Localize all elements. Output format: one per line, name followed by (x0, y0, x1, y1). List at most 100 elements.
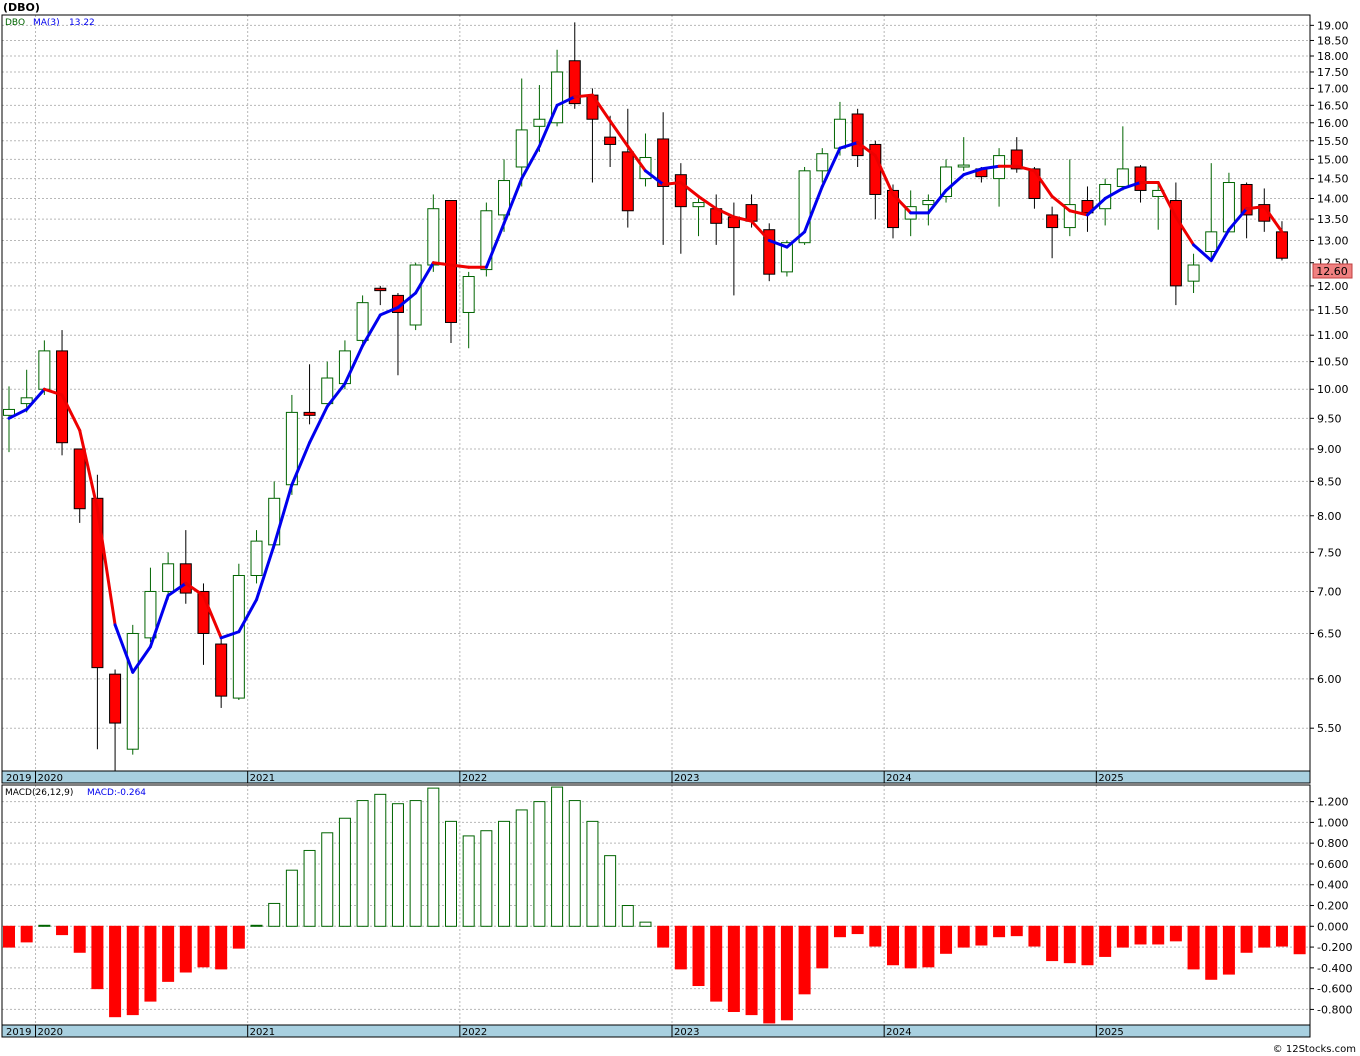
macd-bar (232, 925, 245, 949)
ma3-segment (1103, 186, 1125, 200)
ma3-segment (502, 177, 524, 225)
macd-bar (975, 925, 988, 946)
candle-body (1116, 168, 1129, 187)
macd-bar (38, 924, 51, 927)
price-tick-label: 11.50 (1317, 304, 1349, 317)
ma3-segment (520, 144, 541, 181)
macd-bar (1275, 925, 1288, 947)
ma3-segment (803, 184, 824, 234)
candle-body (1046, 214, 1059, 229)
ma3-segment (962, 167, 983, 177)
macd-bar (674, 925, 687, 970)
ma3-segment (873, 154, 895, 196)
candle (73, 448, 86, 523)
macd-bar (391, 803, 404, 927)
macd-bar (498, 820, 511, 927)
ma3-segment (555, 95, 577, 107)
price-tick-label: 13.50 (1317, 213, 1349, 226)
candle-body (91, 497, 104, 669)
macd-bar (904, 925, 917, 969)
candle-body (780, 242, 793, 273)
candle-body (427, 208, 440, 266)
macd-bar (73, 925, 86, 953)
candle (215, 637, 228, 708)
candle-body (551, 71, 564, 124)
price-year-label: 2022 (462, 773, 487, 784)
price-tick-label: 5.50 (1317, 722, 1342, 735)
candle (515, 78, 528, 187)
candle-body (922, 200, 935, 206)
macd-bar (1028, 925, 1041, 947)
macd-bar (303, 849, 316, 927)
candle-body (533, 118, 546, 127)
macd-bar (639, 921, 652, 927)
macd-year-label: 2021 (250, 1027, 275, 1038)
macd-bar (1063, 925, 1076, 964)
candle-body (374, 287, 387, 292)
candle (162, 552, 175, 600)
ma3-segment (1050, 194, 1072, 213)
macd-bar (780, 925, 793, 1021)
candle-body (1134, 166, 1147, 191)
last-price-badge (1312, 263, 1353, 279)
macd-bar (162, 925, 175, 982)
price-year-label: 2020 (38, 773, 63, 784)
candle-body (179, 563, 192, 594)
macd-bar (197, 925, 210, 968)
candle (568, 22, 581, 109)
macd-panel: -0.800 -0.600 -0.400 -0.200 0.000 0.200 0.400 0… (1, 784, 1352, 1038)
price-tick-label: 10.50 (1317, 356, 1349, 369)
candle-body (303, 411, 316, 416)
macd-bar (957, 925, 970, 948)
price-tick-label: 9.50 (1317, 412, 1342, 425)
ma3-segment (343, 344, 365, 386)
ma3-segment (608, 119, 630, 148)
price-tick-label: 17.00 (1317, 82, 1349, 95)
ma3-segment (537, 103, 559, 148)
macd-bar (727, 925, 740, 1012)
candle-body (745, 204, 758, 222)
ma3-segment (1262, 205, 1284, 234)
macd-year-label: 2025 (1098, 1027, 1123, 1038)
candle-body (250, 540, 263, 576)
ma3-segment (449, 263, 471, 269)
macd-bar (1081, 925, 1094, 966)
candle (1063, 159, 1076, 237)
candle (1081, 186, 1094, 232)
candle (20, 369, 33, 413)
macd-bar (144, 925, 157, 1002)
macd-tick-label: 1.200 (1317, 796, 1349, 809)
candle (126, 624, 139, 755)
candle-body (798, 170, 811, 244)
macd-tick-label: 0.600 (1317, 858, 1349, 871)
macd-bar (427, 787, 440, 927)
candle-body (3, 408, 15, 416)
chart-title: (DBO) (3, 1, 40, 14)
price-tick-label: 14.00 (1317, 192, 1349, 205)
macd-year-label: 2020 (38, 1027, 63, 1038)
price-tick-label: 7.00 (1317, 585, 1342, 598)
candle-body (480, 210, 493, 271)
macd-bar (250, 924, 263, 927)
candle (957, 137, 970, 171)
candle (1205, 163, 1218, 259)
ma3-segment (1156, 181, 1178, 219)
candle (940, 159, 953, 203)
price-tick-label: 12.00 (1317, 280, 1349, 293)
copyright-credit: © 12Stocks.com (1273, 1044, 1356, 1055)
macd-bar (515, 809, 528, 927)
candle-series (3, 22, 1288, 771)
ma3-segment (1085, 196, 1107, 217)
price-tick-label: 14.50 (1317, 173, 1349, 186)
candle-body (763, 229, 776, 275)
macd-bar (710, 925, 723, 1002)
macd-bar (91, 925, 104, 990)
price-tick-label: 16.00 (1317, 117, 1349, 130)
ma3-segment (414, 261, 435, 295)
macd-legend-label: MACD(26,12,9) (5, 788, 73, 798)
ma3-segment (820, 146, 842, 188)
candle-body (20, 397, 33, 405)
candle-body (232, 574, 245, 699)
macd-bar (1293, 925, 1306, 955)
